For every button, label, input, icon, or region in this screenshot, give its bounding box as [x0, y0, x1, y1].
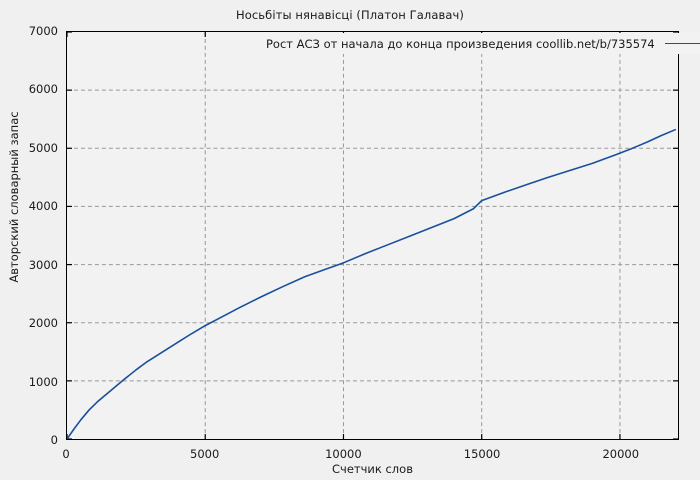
- plot-canvas: [67, 32, 678, 439]
- legend-line-swatch: [664, 43, 700, 44]
- chart-title: Носьбіты нянавісці (Платон Галавач): [236, 8, 464, 22]
- y-axis-tick-labels: 0 1000 2000 3000 4000 5000 6000 7000: [0, 24, 58, 447]
- x-axis-tick-labels: 0 5000 10000 15000 20000: [62, 441, 679, 461]
- x-tick-label: 10000: [325, 447, 362, 461]
- axis-ticks: [67, 32, 678, 439]
- x-tick-label: 0: [62, 447, 70, 461]
- y-tick-label: 4000: [28, 199, 58, 214]
- y-tick-label: 6000: [28, 82, 58, 97]
- y-tick-label: 7000: [28, 24, 58, 38]
- plot-area: [66, 31, 679, 440]
- y-tick-label: 1000: [28, 374, 58, 389]
- legend-entry-label: Рост АСЗ от начала до конца произведения…: [266, 36, 655, 51]
- x-axis-label: Счетчик слов: [332, 462, 413, 476]
- data-line-series-1: [67, 128, 677, 439]
- y-tick-label: 2000: [28, 316, 58, 331]
- y-axis-label: Авторский словарный запас: [7, 111, 21, 283]
- y-tick-label: 0: [50, 433, 58, 447]
- chart-legend: Рост АСЗ от начала до конца произведения…: [258, 33, 700, 54]
- gridlines: [67, 32, 678, 439]
- x-tick-label: 15000: [463, 447, 501, 461]
- y-tick-label: 5000: [28, 140, 58, 155]
- y-tick-label: 3000: [28, 257, 58, 272]
- x-tick-label: 5000: [190, 447, 220, 461]
- x-tick-label: 20000: [602, 447, 640, 461]
